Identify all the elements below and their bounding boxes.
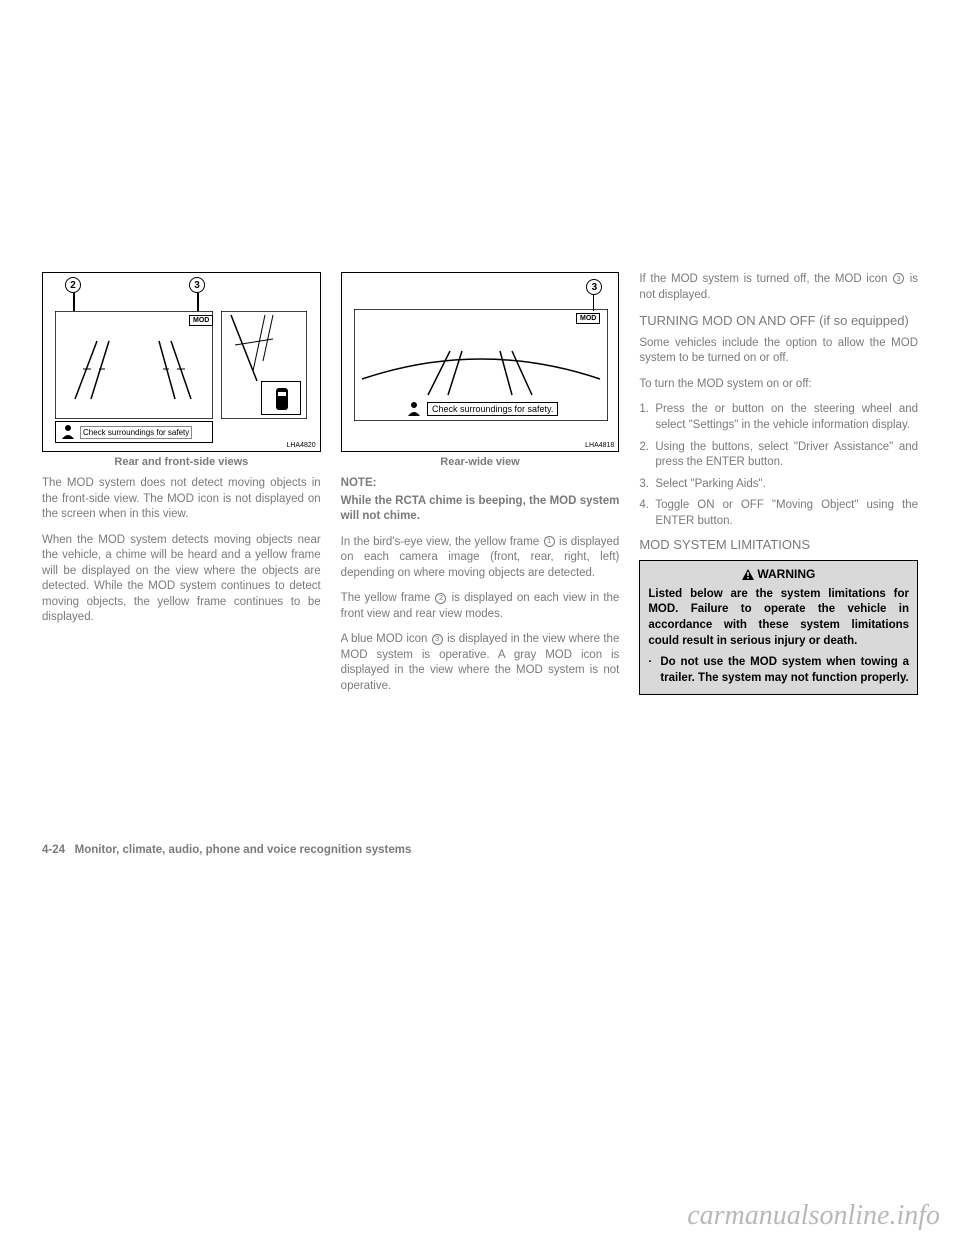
person-icon — [58, 423, 78, 441]
person-icon-center — [405, 401, 423, 417]
section-title: Monitor, climate, audio, phone and voice… — [75, 844, 412, 856]
step-3: Select "Parking Aids". — [639, 477, 918, 493]
col1-para-2: When the MOD system detects moving objec… — [42, 533, 321, 626]
watermark: carmanualsonline.info — [687, 1200, 940, 1232]
car-top-view-box — [261, 381, 301, 415]
bullet-dot: ∙ — [648, 655, 660, 686]
col2-para-3: A blue MOD icon 3 is displayed in the vi… — [341, 632, 620, 694]
col1-para-1: The MOD system does not detect moving ob… — [42, 476, 321, 523]
page-content: 2 3 MOD — [42, 272, 918, 704]
figure-rear-front-side: 2 3 MOD — [42, 272, 321, 452]
col2-p2a: The yellow frame — [341, 592, 435, 604]
heading-limitations: MOD SYSTEM LIMITATIONS — [639, 537, 918, 554]
caption-center: Rear-wide view — [341, 456, 620, 468]
figure-code-left: LHA4820 — [286, 442, 315, 449]
inline-callout-2: 2 — [435, 593, 446, 604]
col2-para-2: The yellow frame 2 is displayed on each … — [341, 591, 620, 622]
rear-view-diagram — [55, 311, 213, 419]
col3-turning-para: Some vehicles include the option to allo… — [639, 336, 918, 367]
steps-list: Press the or button on the steering whee… — [639, 402, 918, 529]
car-top-icon — [262, 382, 302, 416]
step-1: Press the or button on the steering whee… — [639, 402, 918, 433]
col3-p1a: If the MOD system is turned off, the MOD… — [639, 273, 892, 285]
check-bar-left: Check surroundings for safety — [55, 421, 213, 443]
heading-turning-mod: TURNING MOD ON AND OFF (if so equipped) — [639, 313, 918, 330]
page-number: 4-24 — [42, 844, 65, 856]
step-2: Using the buttons, select "Driver Assist… — [639, 440, 918, 471]
three-column-layout: 2 3 MOD — [42, 272, 918, 704]
note-text: While the RCTA chime is beeping, the MOD… — [341, 494, 620, 525]
col2-para-1: In the bird's-eye view, the yellow frame… — [341, 535, 620, 582]
check-bar-center: Check surroundings for safety. — [392, 399, 572, 419]
callout-2: 2 — [65, 277, 81, 293]
warning-bullet-text: Do not use the MOD system when towing a … — [660, 655, 909, 686]
callout-3: 3 — [189, 277, 205, 293]
callout-3-center: 3 — [586, 279, 602, 295]
warning-box: WARNING Listed below are the system limi… — [639, 560, 918, 695]
mod-indicator-left: MOD — [189, 315, 213, 326]
callout-3-line — [197, 293, 199, 311]
col2-p1a: In the bird's-eye view, the yellow frame — [341, 536, 543, 548]
caption-left: Rear and front-side views — [42, 456, 321, 468]
check-text-left: Check surroundings for safety — [80, 426, 192, 439]
inline-callout-1: 1 — [544, 536, 555, 547]
callout-2-line — [73, 293, 75, 311]
note-label: NOTE: — [341, 476, 620, 492]
warning-body: Listed below are the system limitations … — [648, 587, 909, 649]
figure-rear-wide: 3 MOD Check — [341, 272, 620, 452]
warning-bullet: ∙ Do not use the MOD system when towing … — [648, 655, 909, 686]
warning-head-text: WARNING — [757, 567, 815, 581]
col3-toturn-para: To turn the MOD system on or off: — [639, 377, 918, 393]
warning-triangle-icon — [742, 569, 754, 580]
check-text-center: Check surroundings for safety. — [427, 402, 558, 416]
mod-indicator-center: MOD — [576, 313, 600, 324]
column-2: 3 MOD Check — [341, 272, 620, 704]
col3-para-1: If the MOD system is turned off, the MOD… — [639, 272, 918, 303]
figure-code-center: LHA4818 — [585, 442, 614, 449]
inline-callout-3b: 3 — [893, 273, 904, 284]
col2-p3a: A blue MOD icon — [341, 633, 431, 645]
page-footer: 4-24 Monitor, climate, audio, phone and … — [42, 844, 411, 856]
column-3: If the MOD system is turned off, the MOD… — [639, 272, 918, 704]
step-4: Toggle ON or OFF "Moving Object" using t… — [639, 498, 918, 529]
warning-heading: WARNING — [648, 567, 909, 581]
column-1: 2 3 MOD — [42, 272, 321, 704]
inline-callout-3: 3 — [432, 634, 443, 645]
